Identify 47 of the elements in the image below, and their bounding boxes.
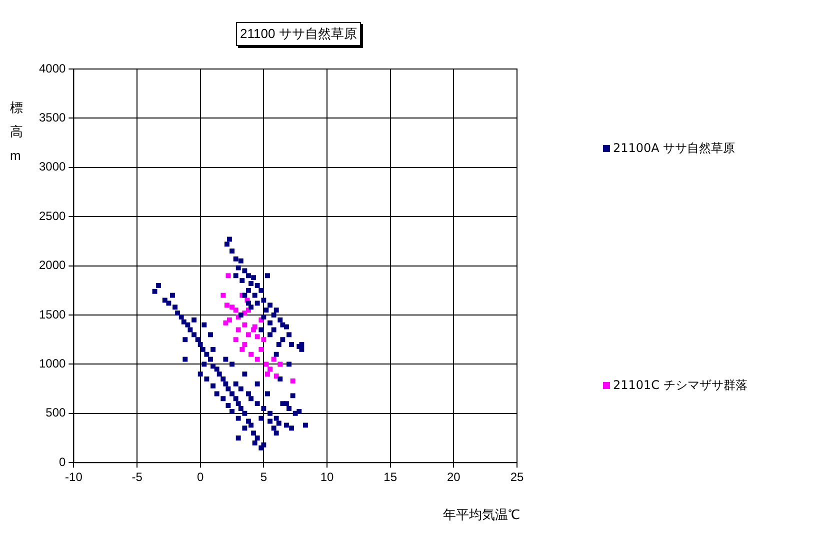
x-tick-label: 10: [320, 470, 334, 484]
point: [223, 320, 228, 326]
point: [248, 352, 254, 357]
x-tick-label: 25: [510, 470, 524, 484]
point: [242, 342, 248, 347]
y-tick-label: 0: [59, 454, 66, 469]
legend-label: 21100A ササ自然草原: [613, 140, 736, 157]
point: [242, 322, 248, 328]
x-tick-label: 0: [197, 470, 204, 484]
x-tick-label: -10: [65, 470, 83, 484]
x-tick-label: 5: [260, 470, 268, 484]
point: [264, 362, 269, 367]
point: [246, 332, 251, 338]
legend-label: 21101C チシマザサ群落: [613, 377, 748, 394]
point: [278, 362, 283, 367]
x-tick-label: 20: [446, 470, 461, 484]
point: [252, 324, 258, 330]
point: [233, 337, 238, 342]
y-tick-label: 500: [46, 406, 66, 420]
y-tick-label: 1500: [38, 307, 66, 322]
y-tick-label: 1000: [38, 356, 66, 371]
x-tick-label: 15: [384, 470, 398, 484]
point: [227, 317, 232, 322]
point: [226, 273, 231, 278]
point: [230, 304, 234, 310]
y-tick-label: 2000: [38, 258, 66, 272]
point: [268, 366, 272, 372]
point: [265, 372, 270, 377]
y-tick-label: 3000: [38, 160, 66, 174]
point: [220, 292, 226, 298]
point: [258, 346, 264, 352]
point: [254, 356, 260, 362]
point: [240, 346, 245, 352]
point: [271, 356, 276, 362]
point: [233, 308, 238, 313]
y-tick-label: 4000: [38, 61, 66, 76]
y-tick-label: 2500: [38, 208, 66, 223]
y-tick-label: 3500: [38, 110, 66, 125]
chart-title: 21100 ササ自然草原: [236, 22, 361, 46]
x-tick-label: -5: [132, 470, 143, 484]
x-axis-title: 年平均気温℃: [443, 506, 520, 524]
point: [290, 378, 296, 384]
point: [254, 334, 260, 340]
point: [236, 327, 241, 332]
point: [224, 302, 230, 308]
point: [261, 337, 266, 342]
y-axis-title: 標高m: [10, 99, 24, 165]
